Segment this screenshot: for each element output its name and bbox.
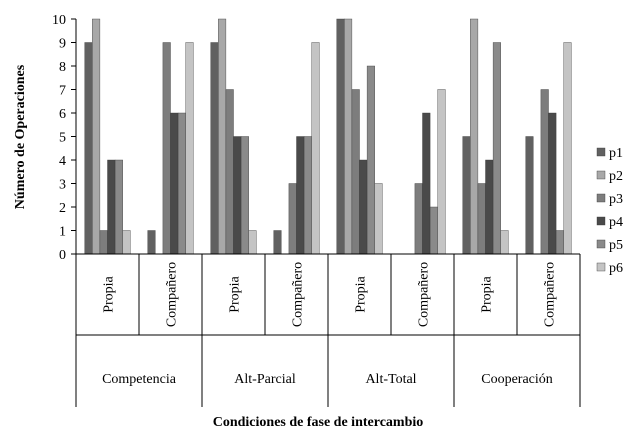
bar-p2-4 <box>344 18 353 255</box>
bar-p4-3 <box>296 136 305 255</box>
bar-p5-3 <box>303 136 312 255</box>
legend-swatch-p1 <box>596 147 606 157</box>
bar-p4-2 <box>233 136 242 255</box>
bar-p3-1 <box>162 42 171 255</box>
bar-p4-4 <box>359 159 368 255</box>
bar-p1-3 <box>273 230 282 255</box>
legend-swatch-p3 <box>596 193 606 203</box>
x-category-labels: Propia Compañero Propia Compañero Propia Comp… <box>102 262 558 387</box>
bar-p3-2 <box>225 89 234 255</box>
y-tick-label: 7 <box>59 84 66 99</box>
y-tick-labels: 0 1 2 3 4 5 6 7 8 9 10 <box>52 13 66 263</box>
legend-label-p4: p4 <box>609 215 623 230</box>
bar-p5-1 <box>177 112 186 255</box>
legend-swatch-p2 <box>596 170 606 180</box>
bar-p3-4 <box>351 89 360 255</box>
bar-p5-6 <box>492 42 501 255</box>
y-tick-label: 1 <box>59 225 66 240</box>
bar-p5-2 <box>240 136 249 255</box>
bar-p6-6 <box>500 230 509 255</box>
legend-swatch-p4 <box>596 216 606 226</box>
bar-p1-4 <box>336 18 345 255</box>
y-axis-title: Número de Operaciones <box>13 64 28 209</box>
bar-p6-7 <box>563 42 572 255</box>
legend-label-p5: p5 <box>609 238 623 253</box>
bars-layer <box>84 18 572 255</box>
x-subcategory-label: Propia <box>228 275 243 312</box>
bar-p5-7 <box>555 230 564 255</box>
x-group-label: Alt-Total <box>365 372 416 387</box>
bar-p1-0 <box>84 42 93 255</box>
bar-p6-3 <box>311 42 320 255</box>
x-group-label: Cooperación <box>481 372 553 387</box>
bar-p4-6 <box>485 159 494 255</box>
axes-layer <box>71 18 581 407</box>
bar-p2-0 <box>92 18 101 255</box>
y-tick-label: 8 <box>59 60 66 75</box>
bar-p4-7 <box>548 112 557 255</box>
x-axis-title: Condiciones de fase de intercambio <box>213 415 424 430</box>
bar-p4-0 <box>107 159 116 255</box>
y-tick-label: 4 <box>59 154 66 169</box>
bar-p5-0 <box>114 159 123 255</box>
legend-label-p2: p2 <box>609 169 623 184</box>
x-subcategory-label: Propia <box>480 275 495 312</box>
bar-p6-1 <box>185 42 194 255</box>
bar-p5-5 <box>429 206 438 255</box>
bar-p4-1 <box>170 112 179 255</box>
bar-p2-6 <box>470 18 479 255</box>
y-tick-label: 3 <box>59 178 66 193</box>
y-tick-label: 9 <box>59 37 66 52</box>
x-group-label: Alt-Parcial <box>234 372 296 387</box>
legend-label-p6: p6 <box>609 261 623 276</box>
x-subcategory-label: Compañero <box>165 262 180 327</box>
bar-p1-6 <box>462 136 471 255</box>
bar-p6-4 <box>374 183 383 255</box>
bar-p6-5 <box>437 89 446 255</box>
legend-swatch-p6 <box>596 262 606 272</box>
bar-p6-2 <box>248 230 257 255</box>
y-tick-label: 10 <box>52 13 66 28</box>
bar-p6-0 <box>122 230 131 255</box>
y-tick-label: 5 <box>59 131 66 146</box>
legend-swatch-p5 <box>596 239 606 249</box>
x-subcategory-label: Compañero <box>417 262 432 327</box>
bar-p3-6 <box>477 183 486 255</box>
x-subcategory-label: Propia <box>354 275 369 312</box>
legend: p1 p2 p3 p4 p5 p6 <box>596 146 623 276</box>
bar-p3-7 <box>540 89 549 255</box>
bar-p1-7 <box>525 136 534 255</box>
x-subcategory-label: Compañero <box>543 262 558 327</box>
bar-p5-4 <box>366 65 375 255</box>
bar-p1-2 <box>210 42 219 255</box>
x-subcategory-label: Propia <box>102 275 117 312</box>
bar-p4-5 <box>422 112 431 255</box>
bar-p3-5 <box>414 183 423 255</box>
x-group-label: Competencia <box>102 372 177 387</box>
legend-label-p3: p3 <box>609 192 623 207</box>
y-tick-label: 6 <box>59 107 66 122</box>
legend-label-p1: p1 <box>609 146 623 161</box>
bar-p1-1 <box>147 230 156 255</box>
y-tick-label: 2 <box>59 201 66 216</box>
y-tick-label: 0 <box>59 248 66 263</box>
bar-p3-0 <box>99 230 108 255</box>
x-subcategory-label: Compañero <box>291 262 306 327</box>
bar-p2-2 <box>218 18 227 255</box>
bar-p3-3 <box>288 183 297 255</box>
